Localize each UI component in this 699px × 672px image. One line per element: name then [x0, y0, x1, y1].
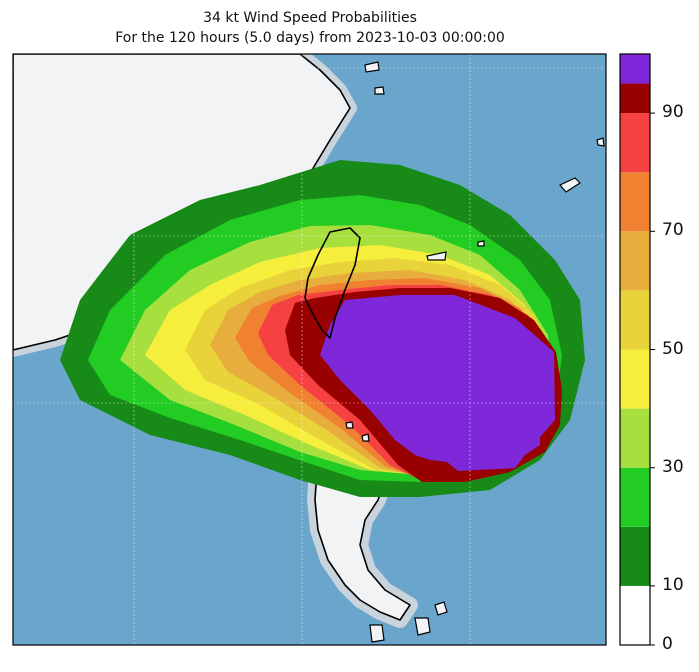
colorbar-bin-60-70	[620, 231, 650, 291]
colorbar-bin-70-80	[620, 172, 650, 232]
colorbar-tick-label: 10	[662, 574, 684, 595]
colorbar	[619, 53, 655, 646]
probability-contours	[60, 160, 585, 497]
colorbar-bin-40-50	[620, 349, 650, 409]
colorbar-tick-label: 30	[662, 456, 684, 477]
colorbar-tick-label: 50	[662, 338, 684, 359]
taiwan-island	[304, 227, 361, 339]
visayas-islands	[369, 601, 448, 643]
babuyan-islands	[345, 421, 370, 442]
contour-95	[320, 295, 555, 471]
colorbar-bin-20-30	[620, 467, 650, 527]
map-frame	[12, 53, 607, 646]
map-title: 34 kt Wind Speed Probabilities	[203, 10, 417, 26]
map-gridlines	[13, 54, 606, 645]
colorbar-bin-50-60	[620, 290, 650, 350]
colorbar-bin-30-40	[620, 408, 650, 468]
colorbar-bin-95-100	[620, 54, 650, 84]
colorbar-bin-0-10	[620, 585, 650, 645]
colorbar-tick-label: 0	[662, 634, 673, 654]
colorbar-tick-label: 90	[662, 102, 684, 123]
ryukyu-islands	[426, 137, 605, 261]
colorbar-bin-80-90	[620, 113, 650, 173]
colorbar-bin-90-95	[620, 83, 650, 114]
zhejiang-islands	[364, 61, 385, 95]
colorbar-bin-10-20	[620, 526, 650, 586]
colorbar-tick-label: 70	[662, 220, 684, 241]
map-subtitle: For the 120 hours (5.0 days) from 2023-1…	[115, 30, 505, 46]
